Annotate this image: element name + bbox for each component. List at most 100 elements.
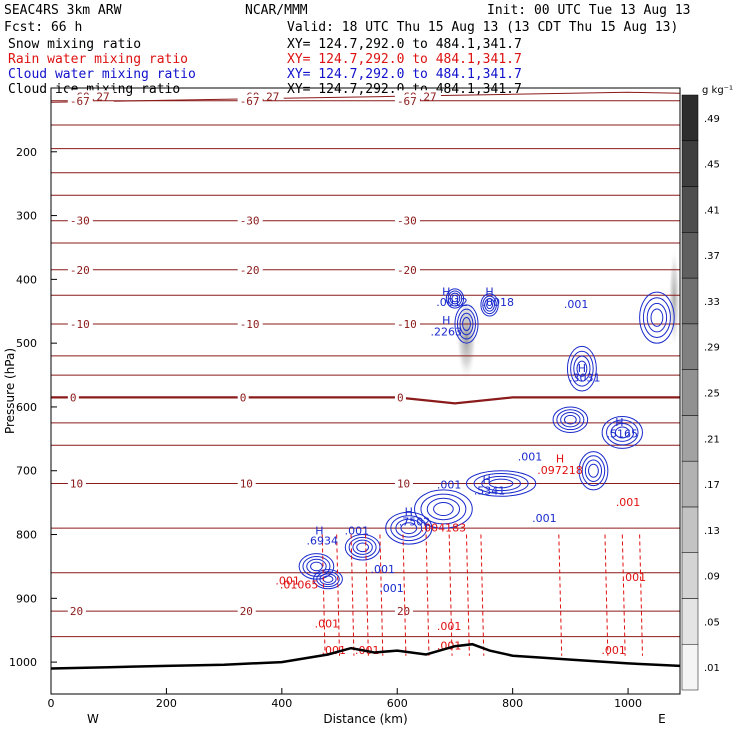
cloud-contour-6-3 <box>488 478 514 489</box>
cloud-contour-9-3 <box>356 542 370 553</box>
cloud-contour-10-3 <box>310 561 323 572</box>
colorbar-box-0 <box>681 643 699 691</box>
header-org: NCAR/MMM <box>245 3 308 18</box>
field-snow-xy: XY= 124.7,292.0 to 484.1,341.7 <box>287 37 522 52</box>
cloud-label-14: .001 <box>437 479 462 492</box>
colorbar-box-9 <box>681 232 699 279</box>
colorbar-box-8 <box>681 277 699 325</box>
field-cloud-xy: XY= 124.7,292.0 to 484.1,341.7 <box>287 67 522 82</box>
cloud-label-18: .6934 <box>306 535 338 548</box>
cloud-contour-2-0 <box>480 293 499 317</box>
temperature-label-bg-1-2 <box>394 94 420 107</box>
temperature-label-bg-8-2 <box>394 263 420 276</box>
cloud-label-19: .001 <box>345 525 370 538</box>
cloud-label-17: H <box>315 525 323 538</box>
temperature-label-bg-1-1 <box>237 94 263 107</box>
x-tick-label-600: 600 <box>387 697 408 710</box>
cloud-contour-11-0 <box>313 569 343 590</box>
temperature-label-bg-19-1 <box>237 605 256 618</box>
temperature-label-10-2: -10 <box>397 318 417 331</box>
cloud-contour-9-1 <box>348 536 377 558</box>
temperature-label-16-2: 10 <box>397 477 410 490</box>
field-cloud-label: Cloud water mixing ratio <box>8 67 196 82</box>
rain-contour-4 <box>379 534 384 656</box>
rain-contour-12 <box>621 534 626 656</box>
header-forecast: Fcst: 66 h <box>4 20 82 35</box>
cloud-label-7: H <box>578 362 586 375</box>
temperature-contour-13 <box>51 396 680 405</box>
temperature-label-bg-16-1 <box>237 477 256 490</box>
cloud-contour-1-2 <box>449 292 461 305</box>
temperature-label-bg-16-2 <box>394 477 413 490</box>
cloud-label-8: .3031 <box>569 371 601 384</box>
field-ice-xy: XY= 124.7,292.0 to 484.1,341.7 <box>287 82 522 97</box>
colorbar-label-0: .01 <box>704 663 720 674</box>
x-tick-label-0: 0 <box>48 697 55 710</box>
cloud-contour-7-1 <box>420 493 467 525</box>
temperature-label-1-1: -67 <box>240 95 260 108</box>
cloud-contour-3-3 <box>576 360 588 377</box>
cloud-label-6: .001 <box>564 298 589 311</box>
cloud-label-9: H <box>615 416 623 429</box>
cloud-contour-13-1 <box>556 409 585 431</box>
cloud-contour-10-1 <box>302 555 331 577</box>
cloud-label-0: H <box>442 285 450 298</box>
x-west-label: W <box>87 712 99 726</box>
colorbar-box-10 <box>681 186 699 233</box>
colorbar-box-1 <box>681 598 699 645</box>
cloud-contour-9-2 <box>352 539 373 555</box>
colorbar-label-11: .45 <box>704 160 720 171</box>
cloud-label-20: .001 <box>371 563 396 576</box>
cloud-contour-7-3 <box>433 502 454 517</box>
header-model: SEAC4RS 3km ARW <box>4 3 122 18</box>
temperature-label-13-2: 0 <box>397 391 404 404</box>
cloud-contour-12-2 <box>584 459 603 482</box>
field-rain-xy: XY= 124.7,292.0 to 484.1,341.7 <box>287 52 522 67</box>
temperature-label-8-1: -20 <box>240 264 260 277</box>
cloud-contour-6-2 <box>481 475 521 492</box>
temperature-label-bg-16-0 <box>67 477 86 490</box>
rain-contour-13 <box>639 534 643 656</box>
cloud-contour-8-3 <box>400 522 418 535</box>
cloud-contour-6-1 <box>473 473 529 494</box>
cloud-label-3: .0018 <box>482 296 514 309</box>
y-axis-title: Pressure (hPa) <box>3 348 17 434</box>
colorbar-label-10: .41 <box>704 205 720 216</box>
y-tick-label-400: 400 <box>16 273 37 286</box>
temperature-label-19-2: 20 <box>397 605 410 618</box>
x-east-label: E <box>658 712 666 726</box>
cloud-contour-3-1 <box>570 350 594 387</box>
temperature-label-bg-8-0 <box>67 263 93 276</box>
cloud-contour-12-0 <box>578 451 609 491</box>
cloud-contour-8-2 <box>395 518 423 538</box>
cloud-contour-0-3 <box>462 317 471 332</box>
temperature-label-bg-10-0 <box>67 318 93 331</box>
colorbar-label-8: .33 <box>704 297 720 308</box>
rain-contour-5 <box>402 534 407 656</box>
colorbar-box-12 <box>681 94 699 142</box>
cloud-contour-5-2 <box>646 302 668 333</box>
cloud-contour-4-3 <box>614 426 630 439</box>
y-tick-label-200: 200 <box>16 146 37 159</box>
cloud-contour-12-1 <box>581 455 606 487</box>
colorbar-box-4 <box>681 460 699 508</box>
cloud-contour-13-2 <box>560 412 581 428</box>
temperature-label-1-0: -67 <box>70 95 90 108</box>
cloud-contour-5-3 <box>650 308 664 327</box>
colorbar-box-3 <box>681 506 699 553</box>
cloud-contour-13-3 <box>563 414 577 425</box>
rain-contour-7 <box>448 534 453 656</box>
colorbar-label-5: .21 <box>704 434 720 445</box>
x-tick-label-1000: 1000 <box>614 697 642 710</box>
colorbar-box-5 <box>681 415 699 462</box>
cloud-contour-8-0 <box>385 511 433 545</box>
cloud-label-21: .001 <box>532 512 557 525</box>
y-tick-label-500: 500 <box>16 337 37 350</box>
rain-label-0: H <box>556 452 564 465</box>
colorbar-label-12: .49 <box>704 114 720 125</box>
cloud-label-13: .5341 <box>474 484 506 497</box>
colorbar-box-11 <box>681 140 699 187</box>
rain-label-2: .004183 <box>421 521 467 534</box>
temperature-label-6-2: -30 <box>397 215 417 228</box>
